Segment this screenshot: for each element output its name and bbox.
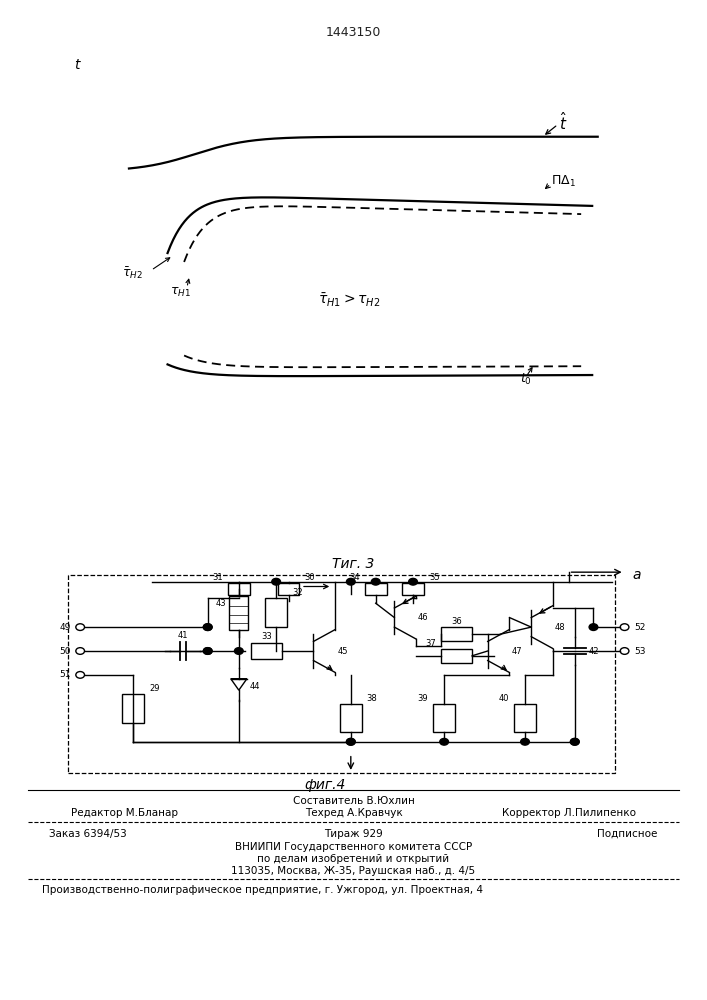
Text: 34: 34: [349, 573, 360, 582]
Bar: [340, 704, 362, 732]
Text: 53: 53: [634, 647, 645, 656]
Text: 29: 29: [149, 684, 159, 693]
Text: 43: 43: [216, 599, 226, 608]
Bar: [402, 583, 424, 595]
Text: по делам изобретений и открытий: по делам изобретений и открытий: [257, 854, 450, 864]
Bar: [433, 704, 455, 732]
Text: $\hat{t}$: $\hat{t}$: [559, 111, 568, 133]
Bar: [365, 583, 387, 595]
Text: Редактор М.Бланар: Редактор М.Бланар: [71, 808, 177, 818]
Bar: [514, 704, 536, 732]
Text: 1443150: 1443150: [326, 26, 381, 39]
Text: 37: 37: [426, 639, 436, 648]
Text: 31: 31: [212, 573, 223, 582]
Text: $t_0$: $t_0$: [520, 372, 532, 387]
Bar: [265, 598, 287, 627]
Text: 33: 33: [262, 632, 272, 641]
Circle shape: [409, 578, 417, 585]
Text: ВНИИПИ Государственного комитета СССР: ВНИИПИ Государственного комитета СССР: [235, 842, 472, 852]
Circle shape: [235, 648, 243, 654]
Circle shape: [371, 578, 380, 585]
Bar: [230, 596, 248, 630]
Text: $\bar{\tau}_{H1} > \tau_{H2}$: $\bar{\tau}_{H1} > \tau_{H2}$: [318, 291, 380, 309]
Bar: [68, 575, 615, 773]
Circle shape: [346, 738, 355, 745]
Text: Составитель В.Юхлин: Составитель В.Юхлин: [293, 796, 414, 806]
Text: 41: 41: [177, 631, 188, 640]
Bar: [441, 649, 472, 663]
Bar: [251, 643, 282, 659]
Text: 113035, Москва, Ж-35, Раушская наб., д. 4/5: 113035, Москва, Ж-35, Раушская наб., д. …: [231, 866, 476, 876]
Text: Корректор Л.Пилипенко: Корректор Л.Пилипенко: [502, 808, 636, 818]
Text: 45: 45: [337, 647, 348, 656]
Circle shape: [204, 624, 212, 630]
Text: 52: 52: [634, 623, 645, 632]
Circle shape: [204, 624, 212, 630]
Text: Подписное: Подписное: [597, 829, 658, 839]
Circle shape: [204, 648, 212, 654]
Text: 49: 49: [59, 623, 71, 632]
Text: $\tau_{H1}$: $\tau_{H1}$: [170, 286, 191, 299]
Text: 30: 30: [305, 573, 315, 582]
Circle shape: [346, 738, 355, 745]
Text: 44: 44: [250, 682, 260, 691]
Bar: [441, 627, 472, 641]
Bar: [228, 583, 250, 595]
Bar: [278, 583, 300, 595]
Circle shape: [440, 738, 448, 745]
Circle shape: [571, 738, 579, 745]
Circle shape: [346, 578, 355, 585]
Text: Тираж 929: Тираж 929: [324, 829, 383, 839]
Text: 35: 35: [429, 573, 440, 582]
Text: t: t: [74, 58, 79, 72]
Text: 39: 39: [418, 694, 428, 703]
Text: Τиг. 3: Τиг. 3: [332, 557, 375, 571]
Text: фиг.4: фиг.4: [305, 778, 346, 792]
Circle shape: [571, 738, 579, 745]
Text: 40: 40: [498, 694, 509, 703]
Text: a: a: [632, 568, 641, 582]
Text: 48: 48: [555, 623, 566, 632]
Text: 46: 46: [418, 613, 428, 622]
Text: 47: 47: [511, 647, 522, 656]
Text: Заказ 6394/53: Заказ 6394/53: [49, 829, 127, 839]
Text: 42: 42: [588, 647, 599, 656]
Text: 38: 38: [367, 694, 378, 703]
Text: 36: 36: [451, 617, 462, 626]
Text: 32: 32: [292, 588, 303, 597]
Text: $\bar{\tau}_{H2}$: $\bar{\tau}_{H2}$: [122, 265, 143, 281]
Circle shape: [204, 648, 212, 654]
Text: Техред А.Кравчук: Техред А.Кравчук: [305, 808, 402, 818]
Circle shape: [271, 578, 281, 585]
Text: $\Pi\Delta_1$: $\Pi\Delta_1$: [551, 174, 575, 189]
Bar: [122, 694, 144, 723]
Text: 50: 50: [59, 647, 71, 656]
Text: Производственно-полиграфическое предприятие, г. Ужгород, ул. Проектная, 4: Производственно-полиграфическое предприя…: [42, 885, 484, 895]
Text: 51: 51: [59, 670, 71, 679]
Circle shape: [520, 738, 530, 745]
Circle shape: [589, 624, 598, 630]
